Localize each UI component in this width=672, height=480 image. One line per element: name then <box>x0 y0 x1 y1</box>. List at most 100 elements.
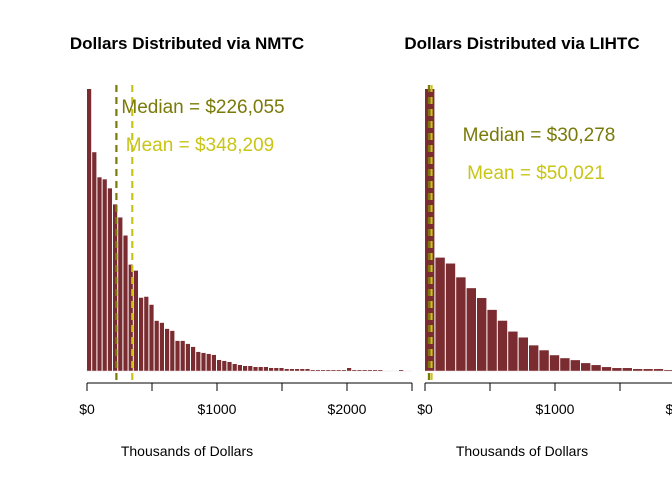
mean-annotation: Mean = $50,021 <box>467 163 605 184</box>
histogram-bar <box>123 235 128 371</box>
median-annotation: Median = $30,278 <box>463 125 616 146</box>
histogram-bar <box>560 358 570 371</box>
median-annotation: Median = $226,055 <box>121 97 284 118</box>
histogram-bar <box>633 369 643 371</box>
x-tick-label: $2000 <box>666 401 672 417</box>
histogram-bar <box>295 368 300 371</box>
histogram-bar <box>612 368 622 371</box>
histogram-bar <box>107 188 112 371</box>
histogram-bar <box>601 367 612 371</box>
histogram-bar <box>289 368 294 371</box>
x-tick-label: $1000 <box>536 401 575 417</box>
histogram-bar <box>518 337 528 371</box>
histogram-bar <box>321 370 326 371</box>
histogram-bar <box>274 367 279 371</box>
reference-lines <box>427 85 433 383</box>
histogram-bar <box>118 217 123 371</box>
histogram-bar <box>232 363 237 371</box>
x-tick-label: $2000 <box>328 401 367 417</box>
histogram-bar <box>258 366 263 371</box>
histogram-bar <box>435 257 445 371</box>
histogram-bar <box>445 263 456 371</box>
histogram-bar <box>362 370 367 371</box>
histogram-bar <box>139 297 144 371</box>
histogram-bar <box>128 264 133 371</box>
histogram-bar <box>508 331 518 371</box>
x-tick-label: $0 <box>417 401 433 417</box>
histogram-bar <box>341 370 346 371</box>
histogram-bar <box>487 309 497 371</box>
histogram-bar <box>331 370 336 371</box>
histogram-bar <box>149 304 154 371</box>
histogram-bar <box>206 353 211 371</box>
x-axis-label: Thousands of Dollars <box>456 443 588 459</box>
histogram-bar <box>102 179 107 371</box>
reference-lines <box>115 85 134 383</box>
histogram-bar <box>336 370 341 371</box>
bars <box>87 89 412 372</box>
histogram-bar <box>217 359 222 371</box>
x-tick-label: $0 <box>79 401 95 417</box>
histogram-bar <box>581 363 591 371</box>
histogram-bar <box>269 367 274 371</box>
chart-title: Dollars Distributed via LIHTC <box>404 34 639 53</box>
histogram-bar <box>549 355 560 371</box>
histogram-bar <box>367 370 372 371</box>
histogram-bar <box>352 370 357 371</box>
histogram-bar <box>347 367 352 371</box>
histogram-bar <box>237 364 242 371</box>
histogram-bar <box>664 370 672 371</box>
histogram-bar <box>310 370 315 371</box>
histogram-bar <box>622 368 632 371</box>
histogram-bar <box>185 343 190 371</box>
histogram-bar <box>159 322 164 371</box>
panel-lihtc: Dollars Distributed via LIHTC Median = $… <box>404 34 672 459</box>
histogram-bar <box>284 368 289 371</box>
histogram-bar <box>300 368 305 371</box>
histogram-bar <box>113 204 118 371</box>
histogram-bar <box>201 352 206 371</box>
histogram-bar <box>653 369 664 371</box>
histogram-bar <box>222 360 227 371</box>
histogram-bar <box>529 345 539 371</box>
histogram-bar <box>378 370 383 371</box>
histogram-bar <box>191 346 196 371</box>
histogram-bar <box>497 320 508 371</box>
histogram-bar <box>154 320 159 371</box>
histogram-bar <box>144 296 149 371</box>
x-tick-label: $1000 <box>198 401 237 417</box>
histogram-bar <box>253 366 258 371</box>
histogram-bar <box>248 365 253 371</box>
x-axis-label: Thousands of Dollars <box>121 443 253 459</box>
histogram-bar <box>243 365 248 371</box>
histogram-bar <box>92 152 97 371</box>
histogram-bar <box>87 89 92 371</box>
histogram-bar <box>315 370 320 371</box>
histogram-bar <box>180 340 185 371</box>
histogram-bar <box>643 369 653 371</box>
histogram-bar <box>175 340 180 371</box>
histogram-bar <box>196 351 201 371</box>
histogram-bar <box>305 368 310 371</box>
histogram-bar <box>399 370 404 371</box>
x-axis: $0 $1000 $2000 <box>79 382 413 417</box>
histogram-bar <box>539 350 549 371</box>
histogram-bar <box>97 177 102 371</box>
histogram-bar <box>570 360 580 371</box>
histogram-bar <box>227 361 232 371</box>
histogram-bar <box>591 365 601 371</box>
histogram-bar <box>326 370 331 371</box>
histogram-bar <box>466 288 476 371</box>
histogram-bar <box>279 367 284 371</box>
panel-nmtc: Dollars Distributed via NMTC Median = $2… <box>70 34 413 459</box>
histogram-bar <box>263 366 268 371</box>
histogram-bar <box>133 270 138 371</box>
histogram-bar <box>165 328 170 371</box>
histogram-bar <box>373 370 378 371</box>
histogram-bar <box>456 277 466 371</box>
histogram-bar <box>477 298 487 371</box>
x-axis: $0 $1000 $2000 <box>417 382 672 417</box>
histogram-bar <box>211 354 216 371</box>
